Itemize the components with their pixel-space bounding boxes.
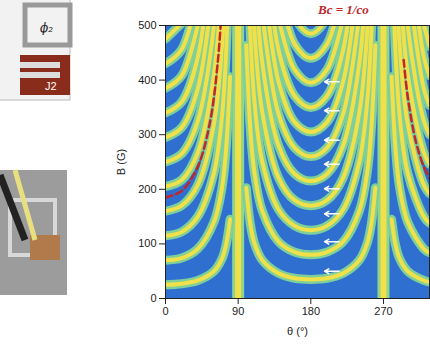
- svg-text:200: 200: [138, 183, 156, 195]
- svg-text:0: 0: [150, 292, 156, 304]
- svg-text:90: 90: [232, 305, 244, 317]
- svg-text:300: 300: [138, 128, 156, 140]
- svg-text:400: 400: [138, 74, 156, 86]
- svg-text:0: 0: [162, 305, 168, 317]
- svg-text:ϕ₂: ϕ₂: [40, 21, 53, 35]
- svg-text:J2: J2: [45, 80, 57, 92]
- svg-text:180: 180: [302, 305, 320, 317]
- svg-text:θ (°): θ (°): [287, 325, 308, 337]
- svg-text:270: 270: [374, 305, 392, 317]
- html-text:Bc = 1/co: Bc = 1/co: [318, 2, 369, 17]
- svg-text:100: 100: [138, 237, 156, 249]
- svg-text:B (G): B (G): [115, 149, 127, 175]
- svg-text:500: 500: [138, 19, 156, 31]
